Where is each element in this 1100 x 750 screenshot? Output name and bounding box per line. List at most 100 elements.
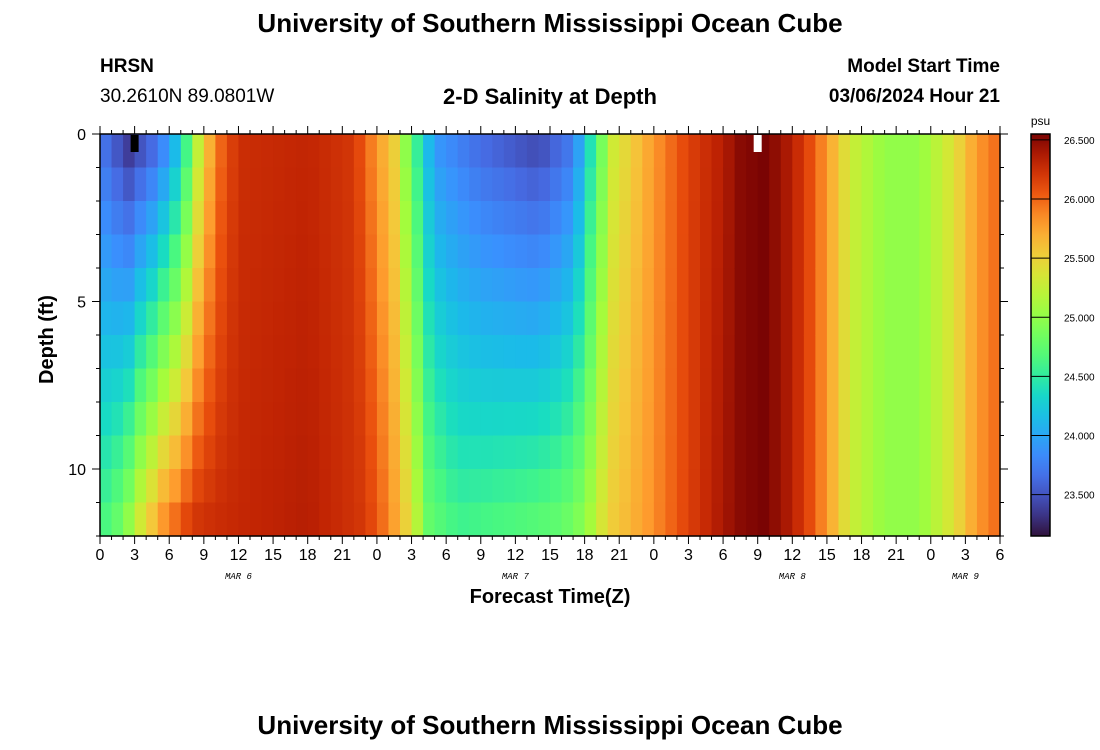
heatmap-cell	[226, 335, 240, 370]
heatmap-cell	[769, 502, 782, 537]
y-tick-label: 0	[77, 127, 86, 144]
heatmap-cell	[676, 268, 690, 303]
heatmap-cell	[665, 234, 678, 269]
heatmap-cell	[503, 201, 516, 236]
heatmap-cell	[388, 502, 401, 537]
heatmap-cell	[123, 469, 136, 504]
heatmap-cell	[746, 201, 759, 236]
colorbar-tick-label: 26.000	[1064, 195, 1095, 206]
heatmap-cell	[215, 335, 228, 370]
heatmap-cell	[665, 435, 678, 470]
heatmap-cell	[561, 469, 574, 504]
heatmap-cell	[596, 435, 609, 470]
heatmap-cell	[411, 469, 424, 504]
heatmap-cell	[388, 301, 401, 336]
heatmap-cell	[930, 335, 943, 370]
heatmap-cell	[296, 201, 309, 236]
heatmap-cell	[596, 268, 609, 303]
heatmap-cell	[307, 234, 320, 269]
heatmap-cell	[353, 201, 366, 236]
heatmap-cell	[723, 268, 736, 303]
heatmap-cell	[653, 134, 666, 169]
x-tick-label: 6	[442, 547, 451, 564]
x-tick-label: 15	[541, 547, 559, 564]
heatmap-cell	[342, 268, 355, 303]
heatmap-cell	[100, 502, 113, 537]
heatmap-cell	[273, 234, 286, 269]
heatmap-cell	[250, 368, 263, 403]
heatmap-cell	[400, 167, 413, 202]
heatmap-cell	[180, 502, 193, 537]
heatmap-cell	[988, 502, 1001, 537]
heatmap-cell	[619, 335, 632, 370]
heatmap-cell	[826, 234, 840, 269]
heatmap-cell	[561, 502, 574, 537]
heatmap-cell	[238, 435, 251, 470]
heatmap-cell	[665, 301, 678, 336]
heatmap-cell	[665, 402, 678, 437]
heatmap-cell	[411, 301, 424, 336]
heatmap-cell	[400, 234, 413, 269]
heatmap-cell	[434, 402, 447, 437]
heatmap-cell	[769, 335, 782, 370]
heatmap-cell	[596, 402, 609, 437]
heatmap-cell	[365, 301, 378, 336]
heatmap-cell	[976, 167, 990, 202]
heatmap-cell	[619, 167, 632, 202]
heatmap-cell	[676, 167, 690, 202]
heatmap-cell	[850, 134, 863, 169]
heatmap-cell	[769, 268, 782, 303]
heatmap-cell	[573, 435, 586, 470]
heatmap-cell	[284, 435, 297, 470]
heatmap-cell	[688, 469, 701, 504]
heatmap-cell	[388, 234, 401, 269]
heatmap-cell	[607, 469, 620, 504]
colorbar-tick-label: 23.500	[1064, 491, 1095, 502]
heatmap-cell	[526, 134, 540, 169]
heatmap-cell	[307, 201, 320, 236]
heatmap-cell	[423, 368, 436, 403]
heatmap-cell	[919, 134, 932, 169]
heatmap-cell	[700, 268, 713, 303]
heatmap-cell	[584, 435, 597, 470]
heatmap-cell	[307, 268, 320, 303]
heatmap-cell	[446, 167, 459, 202]
heatmap-cell	[815, 268, 828, 303]
heatmap-cell	[757, 201, 770, 236]
heatmap-cell	[942, 234, 955, 269]
heatmap-cell	[792, 201, 805, 236]
heatmap-cell	[238, 502, 251, 537]
heatmap-cell	[780, 301, 793, 336]
heatmap-cell	[838, 268, 851, 303]
heatmap-cell	[815, 402, 828, 437]
heatmap-cell	[319, 402, 332, 437]
heatmap-cell	[146, 502, 159, 537]
heatmap-cell	[273, 167, 286, 202]
heatmap-cell	[607, 234, 620, 269]
heatmap-cell	[953, 301, 966, 336]
heatmap-cell	[261, 502, 274, 537]
surface-marker	[753, 135, 762, 152]
x-tick-label: 9	[199, 547, 208, 564]
heatmap-cell	[965, 402, 978, 437]
x-tick-label: 0	[96, 547, 105, 564]
model-start-label: Model Start Time	[847, 56, 1000, 77]
heatmap-cell	[550, 134, 563, 169]
heatmap-cell	[953, 234, 966, 269]
heatmap-cell	[723, 435, 736, 470]
heatmap-cell	[134, 335, 147, 370]
heatmap-cell	[688, 234, 701, 269]
x-tick-label: 15	[264, 547, 282, 564]
heatmap-cell	[665, 335, 678, 370]
heatmap-cell	[526, 268, 540, 303]
heatmap-cell	[550, 435, 563, 470]
heatmap-cell	[596, 234, 609, 269]
heatmap-cell	[515, 234, 528, 269]
heatmap-cell	[365, 435, 378, 470]
heatmap-cell	[942, 435, 955, 470]
heatmap-cell	[688, 368, 701, 403]
heatmap-cell	[988, 134, 1001, 169]
heatmap-cell	[365, 335, 378, 370]
heatmap-cell	[642, 234, 655, 269]
heatmap-cell	[457, 402, 470, 437]
